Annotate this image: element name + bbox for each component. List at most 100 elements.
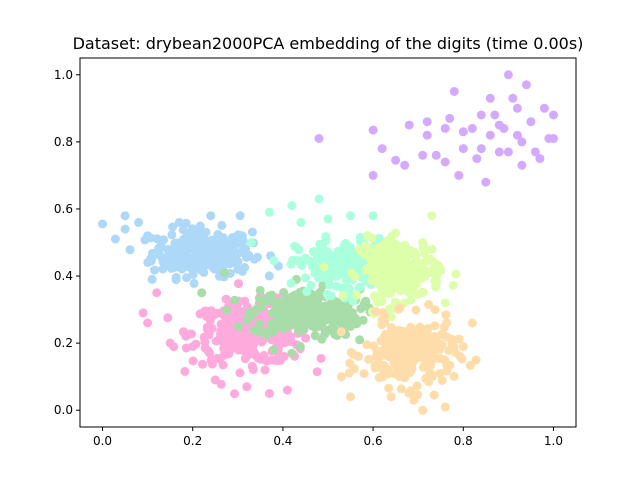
data-point [345,288,354,298]
data-point [312,367,322,377]
data-point [353,316,363,326]
y-tick-label: 0.0 [54,403,73,417]
data-point [421,353,431,363]
data-point [400,160,410,170]
data-point [422,130,432,140]
data-point [210,375,220,385]
data-point [206,211,216,221]
data-point [259,354,269,364]
data-point [308,247,318,256]
data-point [512,130,522,140]
data-point [260,365,270,375]
data-point [376,271,386,281]
data-point [422,117,432,127]
data-point [407,277,417,287]
data-point [294,245,304,255]
data-point [418,150,428,160]
data-point [368,170,378,180]
data-point [247,227,257,237]
data-point [357,257,367,267]
data-point [226,331,236,341]
data-point [264,207,274,217]
data-point [168,222,178,232]
data-point [404,120,414,130]
data-point [499,123,509,133]
data-point [208,311,218,321]
data-point [326,313,336,323]
data-point [411,305,421,315]
data-point [458,342,468,351]
data-point [152,234,162,244]
data-point [319,262,329,272]
data-point [445,113,455,123]
data-point [120,211,130,221]
data-point [310,331,320,341]
data-point [465,360,475,370]
data-point [207,252,217,262]
data-point [408,259,418,269]
data-point [301,273,311,283]
data-point [421,373,431,383]
data-point [430,305,440,315]
y-tick-label: 0.2 [54,336,73,350]
data-point [526,117,536,127]
data-point [449,372,459,381]
data-point [188,356,198,366]
data-point [269,345,279,355]
data-point [308,305,318,315]
data-point [406,269,416,279]
data-point [314,134,324,143]
data-point [376,242,386,252]
data-point [286,259,296,269]
data-point [247,337,257,347]
data-point [427,244,437,254]
data-point [384,383,394,393]
data-point [302,287,312,297]
data-point [517,137,527,147]
data-point [440,402,450,412]
data-point [267,290,277,300]
data-point [235,211,245,221]
data-point [150,265,160,275]
data-point [451,348,461,358]
data-point [355,335,365,345]
data-point [328,253,338,262]
data-point [192,245,202,255]
data-point [441,310,451,320]
data-point [143,231,153,241]
data-point [440,298,450,308]
series-5 [336,299,481,415]
data-point [211,234,221,244]
data-point [409,333,418,342]
data-point [401,330,411,340]
data-point [221,294,231,304]
data-point [295,287,305,297]
data-point [313,296,323,306]
data-point [336,327,346,337]
data-point [377,144,387,154]
data-point [530,147,540,157]
data-point [165,338,175,348]
data-point [386,305,396,315]
data-point [426,254,435,264]
y-tick-label: 0.4 [54,269,73,283]
data-point [373,297,383,307]
data-point [171,275,181,285]
data-point [408,286,418,296]
data-point [338,291,348,301]
data-point [257,302,267,311]
axes-layer: 0.0 0.2 0.4 0.6 0.8 1.0 0.0 0.2 0.4 0.6 0.8 1.0 [54,68,563,448]
data-point [120,224,130,234]
data-point [359,369,369,379]
data-point [286,278,296,288]
data-point [354,283,364,293]
data-point [419,334,429,344]
data-point [406,322,416,332]
data-point [386,323,396,333]
data-point [412,381,422,391]
data-point [293,255,303,265]
data-point [231,306,241,315]
data-point [317,272,327,282]
data-point [235,368,245,378]
